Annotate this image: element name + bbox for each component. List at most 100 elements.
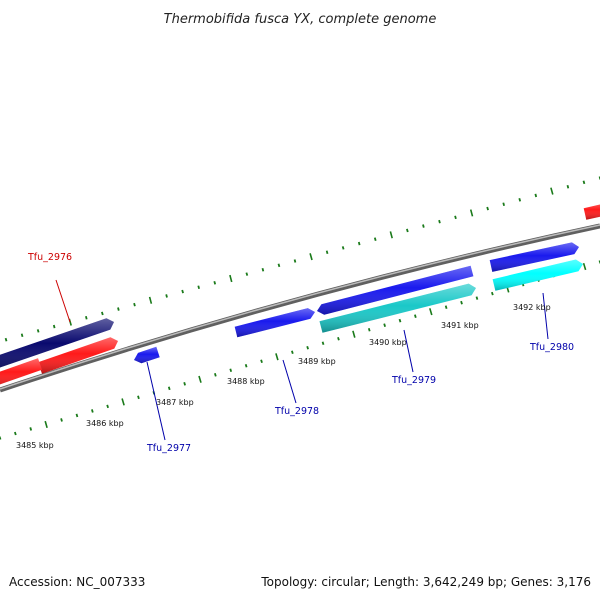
outer-tick [229, 274, 233, 283]
callout-tfu-2979 [403, 329, 414, 373]
inner-tick [121, 398, 125, 406]
inner-tick [198, 375, 202, 383]
accession-text: Accession: NC_007333 [9, 575, 145, 589]
outer-tick [133, 302, 136, 307]
genome-backbone [0, 223, 600, 393]
outer-tick [582, 180, 586, 185]
gene-arrow-6-shade [317, 265, 474, 315]
inner-tick [44, 420, 48, 429]
gene-arrow-tfu-2978-shade [234, 308, 315, 338]
tick-labels: 3485 kbp 3486 kbp 3487 kbp 3488 kbp 3489… [16, 303, 551, 450]
inner-tick [398, 318, 402, 323]
outer-tick [101, 311, 104, 316]
outer-tick [165, 294, 168, 298]
gene-arrow-3-shade [0, 358, 42, 385]
gene-arrow-2-shade [38, 337, 118, 374]
inner-tick [137, 395, 140, 400]
tick-label-3492: 3492 kbp [513, 303, 551, 312]
gene-label-tfu-2979: Tfu_2979 [391, 375, 436, 386]
outer-tick [438, 219, 441, 224]
outer-tick [181, 289, 184, 294]
callout-tfu-2977 [146, 361, 166, 441]
outer-tick [406, 228, 409, 233]
gene-label-tfu-2978: Tfu_2978 [274, 406, 319, 417]
inner-tick [337, 336, 340, 341]
inner-tick [444, 305, 448, 309]
gene-label-tfu-2980: Tfu_2980 [529, 342, 574, 353]
inner-tick [352, 330, 356, 338]
gene-arrow-tfu-2977-shade [134, 346, 160, 364]
inner-tick [460, 300, 463, 305]
outer-tick [52, 324, 56, 329]
inner-tick [475, 296, 479, 300]
inner-tick [229, 368, 233, 373]
inner-tick [167, 386, 171, 391]
outer-tick [566, 184, 570, 189]
inner-tick [306, 345, 309, 350]
outer-tick [502, 202, 505, 207]
inner-tick [321, 341, 325, 346]
gene-arrow-tfu-2976-shade [0, 318, 114, 368]
outer-tick [261, 267, 265, 272]
inner-tick [383, 323, 386, 327]
outer-tick [277, 263, 281, 268]
tick-label-3491: 3491 kbp [441, 321, 479, 330]
callout-tfu-2976 [55, 279, 71, 323]
inner-tick [0, 436, 2, 440]
inner-tick [29, 427, 33, 431]
outer-tick [4, 337, 8, 342]
inner-tick [367, 327, 371, 332]
gene-label-tfu-2977: Tfu_2977 [146, 443, 191, 454]
inner-tick [14, 431, 17, 436]
gene-arrow-8-shade [489, 242, 579, 272]
outer-tick [373, 237, 377, 241]
gene-arrow-tfu-2980-shade [492, 259, 583, 291]
inner-tick [106, 404, 109, 409]
outer-tick [85, 315, 88, 320]
tick-label-3487: 3487 kbp [156, 398, 194, 407]
tick-label-3488: 3488 kbp [227, 377, 265, 386]
gene-label-tfu-2976: Tfu_2976 [27, 252, 72, 263]
tick-label-3489: 3489 kbp [298, 357, 336, 366]
inner-tick [582, 262, 587, 271]
outer-tick [454, 215, 457, 220]
outer-tick [20, 333, 24, 338]
tick-label-3485: 3485 kbp [16, 441, 54, 450]
outer-tick [389, 231, 393, 239]
outer-tick [325, 250, 329, 255]
inner-tick [275, 353, 279, 361]
inner-tick [491, 291, 494, 296]
outer-tick [293, 259, 297, 263]
genome-summary-text: Topology: circular; Length: 3,642,249 bp… [260, 575, 591, 589]
outer-tick-marks [4, 176, 600, 342]
outer-tick [534, 193, 538, 198]
outer-tick [341, 246, 345, 250]
gene-callout-lines [55, 279, 549, 441]
inner-tick [183, 382, 186, 386]
gene-features [0, 204, 600, 385]
inner-tick [291, 350, 294, 355]
outer-tick [357, 241, 361, 246]
outer-tick [245, 272, 249, 276]
callout-tfu-2978 [282, 359, 297, 404]
outer-tick [550, 187, 554, 195]
inner-tick [60, 418, 63, 422]
inner-tick [244, 364, 248, 368]
outer-tick [117, 307, 120, 311]
gene-arrow-tfu-2979-shade [319, 283, 476, 333]
inner-tick [414, 314, 417, 318]
map-title: Thermobifida fusca YX, complete genome [164, 12, 437, 27]
inner-tick [75, 413, 79, 418]
outer-tick [213, 281, 217, 285]
inner-tick [260, 359, 263, 364]
outer-tick [469, 209, 474, 217]
outer-tick [422, 224, 425, 228]
inner-tick [429, 308, 433, 316]
tick-label-3486: 3486 kbp [86, 419, 124, 428]
inner-tick [91, 409, 94, 413]
gene-labels: Tfu_2976 Tfu_2977 Tfu_2978 Tfu_2979 Tfu_… [27, 252, 574, 454]
callout-tfu-2980 [542, 292, 549, 340]
outer-tick [148, 296, 153, 304]
outer-tick [36, 329, 40, 333]
